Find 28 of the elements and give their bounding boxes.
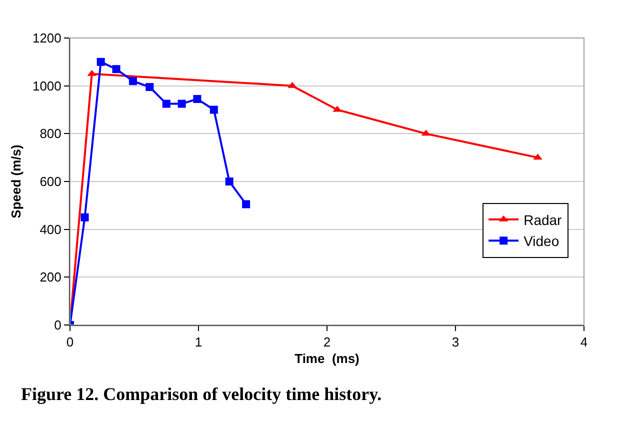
legend-label: Video (524, 233, 560, 250)
x-tick-label: 0 (66, 334, 74, 350)
legend-label: Radar (524, 212, 562, 228)
point (193, 94, 202, 103)
y-tick-label: 0 (54, 318, 62, 333)
point (178, 100, 186, 108)
x-tick-label: 2 (323, 334, 331, 350)
y-tick-label: 600 (40, 174, 62, 190)
point (96, 58, 105, 66)
point (225, 178, 234, 186)
point (162, 100, 170, 108)
point (242, 200, 250, 208)
y-tick-label: 200 (40, 270, 62, 285)
y-tick-label: 400 (40, 222, 62, 237)
y-tick-label: 1200 (32, 30, 62, 46)
point (80, 213, 89, 222)
point (210, 106, 218, 114)
point (146, 83, 154, 92)
x-tick-label: 1 (194, 334, 202, 350)
x-axis-title: Time (ms) (294, 351, 360, 366)
y-axis-title: Speed (m/s) (8, 144, 24, 218)
x-tick-label: 3 (452, 334, 460, 350)
x-tick-label: 4 (580, 334, 588, 350)
y-tick-label: 800 (40, 126, 62, 142)
point (112, 65, 120, 74)
point (128, 77, 137, 86)
y-tick-label: 1000 (32, 78, 62, 94)
caption: Figure 12. Comparison of velocity time history. (21, 384, 382, 404)
